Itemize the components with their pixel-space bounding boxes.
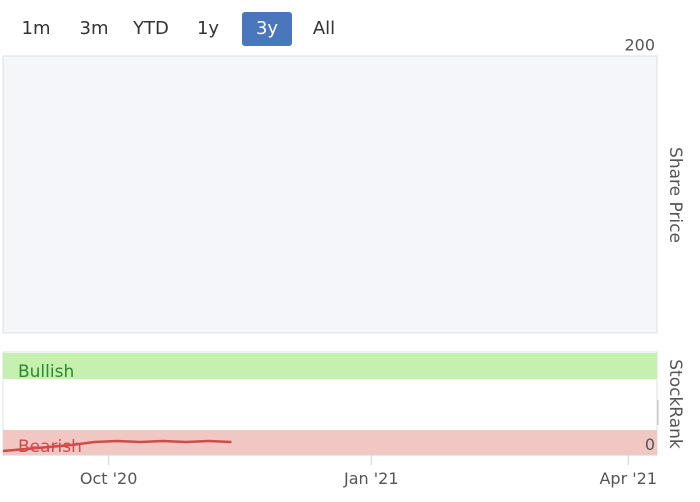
bullish-band <box>3 353 657 379</box>
x-tick-label-2: Apr '21 <box>599 469 657 488</box>
range-button-1y[interactable]: 1y <box>196 18 220 39</box>
rank-tick-0: 0 <box>645 435 655 454</box>
price-axis-title: Share Price <box>665 147 685 243</box>
range-button-all[interactable]: All <box>312 18 336 39</box>
range-button-3y[interactable]: 3y <box>242 12 292 46</box>
x-tick-label-0: Oct '20 <box>80 469 138 488</box>
price-plot-area <box>2 55 658 334</box>
range-selector: 1m 3m YTD 1y 3y All <box>0 0 700 56</box>
x-tick-label-1: Jan '21 <box>343 469 399 488</box>
range-button-3m[interactable]: 3m <box>79 18 109 39</box>
bullish-label: Bullish <box>18 362 74 382</box>
rank-axis-title: StockRank <box>665 359 685 449</box>
range-button-ytd[interactable]: YTD <box>133 18 169 39</box>
price-tick-200: 200 <box>624 35 655 54</box>
range-button-1m[interactable]: 1m <box>21 18 51 39</box>
bearish-band <box>3 430 657 455</box>
stockrank-line <box>2 439 232 453</box>
